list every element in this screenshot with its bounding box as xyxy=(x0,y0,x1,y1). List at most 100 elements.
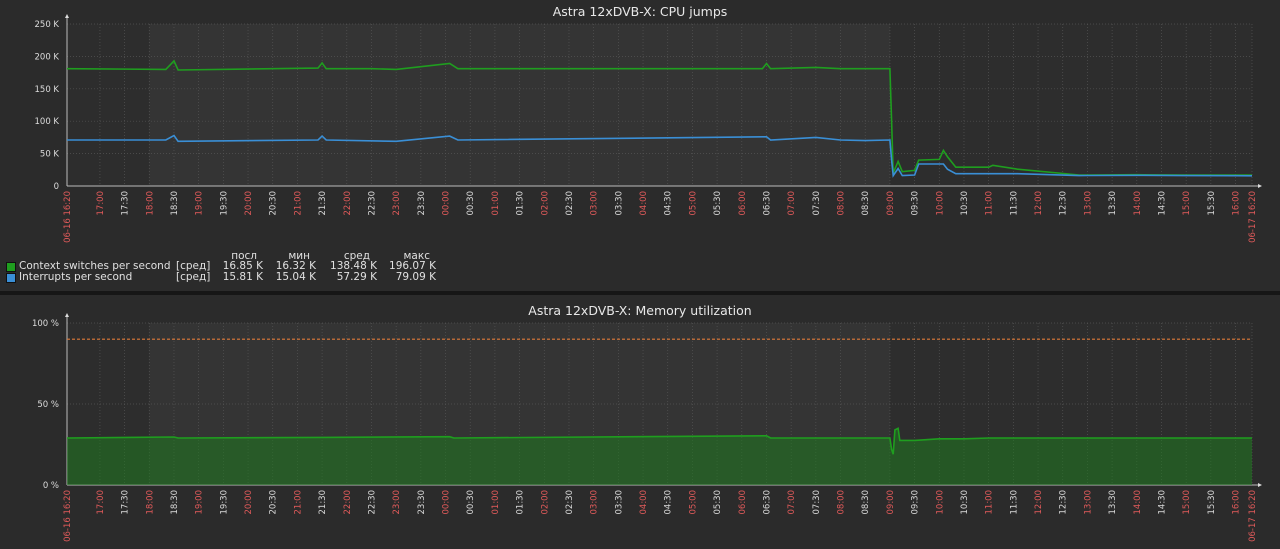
period-shade xyxy=(67,24,150,186)
x-tick-label: 09:30 xyxy=(911,490,921,515)
x-tick-label: 08:30 xyxy=(861,191,871,216)
panel-separator xyxy=(0,291,1280,295)
x-tick-label: 01:00 xyxy=(491,490,501,515)
x-tick-label: 18:00 xyxy=(145,490,155,515)
x-tick-label: 11:00 xyxy=(985,191,995,216)
x-tick-label: 12:00 xyxy=(1034,191,1044,216)
chart-title: Astra 12xDVB-X: CPU jumps xyxy=(552,4,728,19)
x-tick-label: 12:00 xyxy=(1034,490,1044,515)
x-tick-label: 13:30 xyxy=(1108,490,1118,515)
x-tick-label: 04:00 xyxy=(639,191,649,216)
x-tick-label: 17:30 xyxy=(121,191,131,216)
y-tick-label: 50 K xyxy=(40,150,60,160)
x-tick-label: 22:30 xyxy=(367,191,377,216)
x-tick-label: 08:00 xyxy=(837,490,847,515)
x-tick-label: 03:30 xyxy=(614,490,624,515)
x-tick-label: 01:00 xyxy=(491,191,501,216)
x-tick-label: 08:30 xyxy=(861,490,871,515)
x-tick-label: 12:30 xyxy=(1059,191,1069,216)
y-tick-label: 150 K xyxy=(35,85,60,95)
x-tick-label: 18:30 xyxy=(170,191,180,216)
x-tick-label: 06:30 xyxy=(762,490,772,515)
x-tick-label: 17:00 xyxy=(96,490,106,515)
legend-avg: 57.29 K xyxy=(336,271,377,283)
x-tick-label: 15:00 xyxy=(1182,490,1192,515)
x-tick-label: 11:30 xyxy=(1009,191,1019,216)
x-tick-label: 04:30 xyxy=(664,490,674,515)
x-tick-label: 21:30 xyxy=(318,490,328,515)
series-line xyxy=(67,134,1253,178)
y-axis-arrow xyxy=(65,14,69,18)
legend-header-min: мин xyxy=(288,250,310,262)
x-tick-label: 02:00 xyxy=(540,490,550,515)
x-tick-label: 23:30 xyxy=(417,191,427,216)
legend-min: 16.32 K xyxy=(275,260,316,272)
legend-header-last: посл xyxy=(231,250,257,262)
memory-utilization-chart: 0 % 50 % 100 % 06-16 16:20 17:00 17:30 18:00 18… xyxy=(32,313,1262,542)
x-tick-label: 20:30 xyxy=(269,191,279,216)
x-tick-label: 12:30 xyxy=(1059,490,1069,515)
x-tick-label: 08:00 xyxy=(837,191,847,216)
x-tick-label: 02:00 xyxy=(540,191,550,216)
x-tick-label: 03:00 xyxy=(590,191,600,216)
legend-avg: 138.48 K xyxy=(330,260,377,272)
cpu-jumps-chart: 0 50 K 100 K 150 K 200 K 250 K 06-16 16:20 17:0… xyxy=(35,14,1262,243)
x-tick-label: 03:30 xyxy=(614,191,624,216)
x-tick-label: 22:30 xyxy=(367,490,377,515)
x-tick-label: 14:30 xyxy=(1157,191,1167,216)
x-tick-label: 11:30 xyxy=(1009,490,1019,515)
y-tick-label: 100 % xyxy=(32,319,59,329)
x-axis-arrow xyxy=(1258,483,1262,487)
legend-last: 16.85 K xyxy=(222,260,263,272)
y-tick-label: 0 xyxy=(54,182,59,192)
y-tick-label: 50 % xyxy=(37,400,59,410)
x-tick-label: 06-17 16:20 xyxy=(1248,191,1258,243)
x-tick-label: 13:00 xyxy=(1083,191,1093,216)
legend-func: [сред] xyxy=(176,271,211,283)
x-tick-label: 07:30 xyxy=(812,191,822,216)
legend-header-avg: сред xyxy=(343,250,370,262)
x-tick-label: 23:00 xyxy=(392,191,402,216)
x-tick-label: 13:00 xyxy=(1083,490,1093,515)
x-tick-label: 21:00 xyxy=(293,191,303,216)
x-tick-label: 15:00 xyxy=(1182,191,1192,216)
x-tick-label: 02:30 xyxy=(565,191,575,216)
x-tick-label: 04:00 xyxy=(639,490,649,515)
x-tick-label: 23:00 xyxy=(392,490,402,515)
x-tick-label: 02:30 xyxy=(565,490,575,515)
x-tick-label: 20:00 xyxy=(244,191,254,216)
series-line xyxy=(66,59,1253,176)
legend-swatch-interrupts xyxy=(6,273,16,283)
x-tick-label: 21:30 xyxy=(318,191,328,216)
x-tick-label: 16:00 xyxy=(1232,490,1242,515)
x-tick-label: 06:00 xyxy=(738,191,748,216)
x-tick-label: 07:00 xyxy=(787,191,797,216)
x-tick-label: 06:30 xyxy=(762,191,772,216)
legend-func: [сред] xyxy=(176,260,211,272)
x-tick-label: 15:30 xyxy=(1207,191,1217,216)
legend-swatch-context-switches xyxy=(6,262,16,272)
series-line xyxy=(66,427,1252,455)
legend-header-max: макс xyxy=(403,250,430,262)
x-tick-label: 05:30 xyxy=(713,490,723,515)
x-tick-label: 18:30 xyxy=(170,490,180,515)
y-tick-label: 200 K xyxy=(35,52,60,62)
x-tick-label: 21:00 xyxy=(293,490,303,515)
chart-title: Astra 12xDVB-X: Memory utilization xyxy=(528,303,752,318)
x-tick-label: 00:30 xyxy=(466,490,476,515)
x-tick-label: 10:00 xyxy=(935,490,945,515)
x-tick-label: 18:00 xyxy=(145,191,155,216)
y-tick-label: 100 K xyxy=(35,117,60,127)
x-tick-label: 20:00 xyxy=(244,490,254,515)
x-tick-label: 19:30 xyxy=(219,191,229,216)
x-tick-label: 13:30 xyxy=(1108,191,1118,216)
x-tick-label: 10:00 xyxy=(935,191,945,216)
x-tick-label: 17:00 xyxy=(96,191,106,216)
legend-series-name: Interrupts per second xyxy=(19,271,133,283)
legend-max: 196.07 K xyxy=(389,260,436,272)
x-tick-label: 03:00 xyxy=(590,490,600,515)
y-tick-label: 0 % xyxy=(43,481,59,491)
x-tick-label: 09:30 xyxy=(911,191,921,216)
x-tick-label: 17:30 xyxy=(121,490,131,515)
x-tick-label: 20:30 xyxy=(269,490,279,515)
